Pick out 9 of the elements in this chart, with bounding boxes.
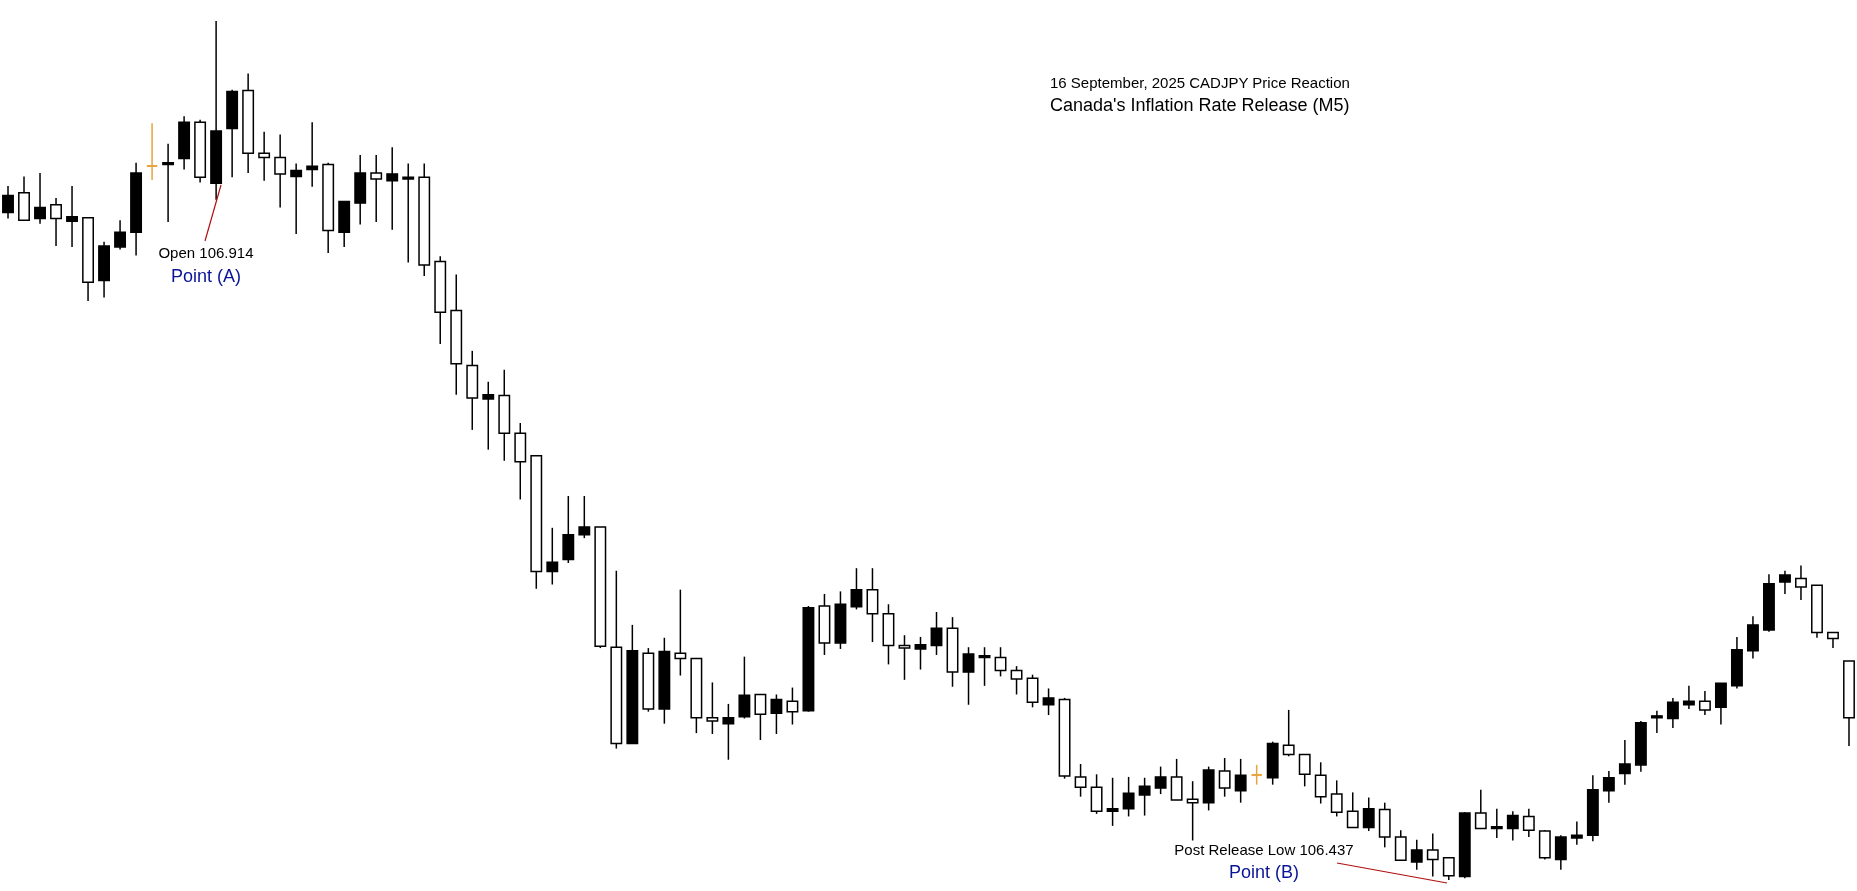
annotation: Point (B) — [1228, 862, 1300, 882]
text: Canada's Inflation Rate Release (M5) — [1050, 94, 1350, 117]
candlestick — [66, 185, 78, 248]
annotation: Open 106.914 — [158, 243, 254, 263]
candlestick — [146, 122, 158, 181]
candlestick — [1251, 764, 1262, 786]
annotation: Point (A) — [170, 266, 242, 286]
text: 16 September, 2025 CADJPY Price Reaction — [1050, 73, 1350, 93]
annotation: Post Release Low 106.437 — [1174, 840, 1354, 860]
